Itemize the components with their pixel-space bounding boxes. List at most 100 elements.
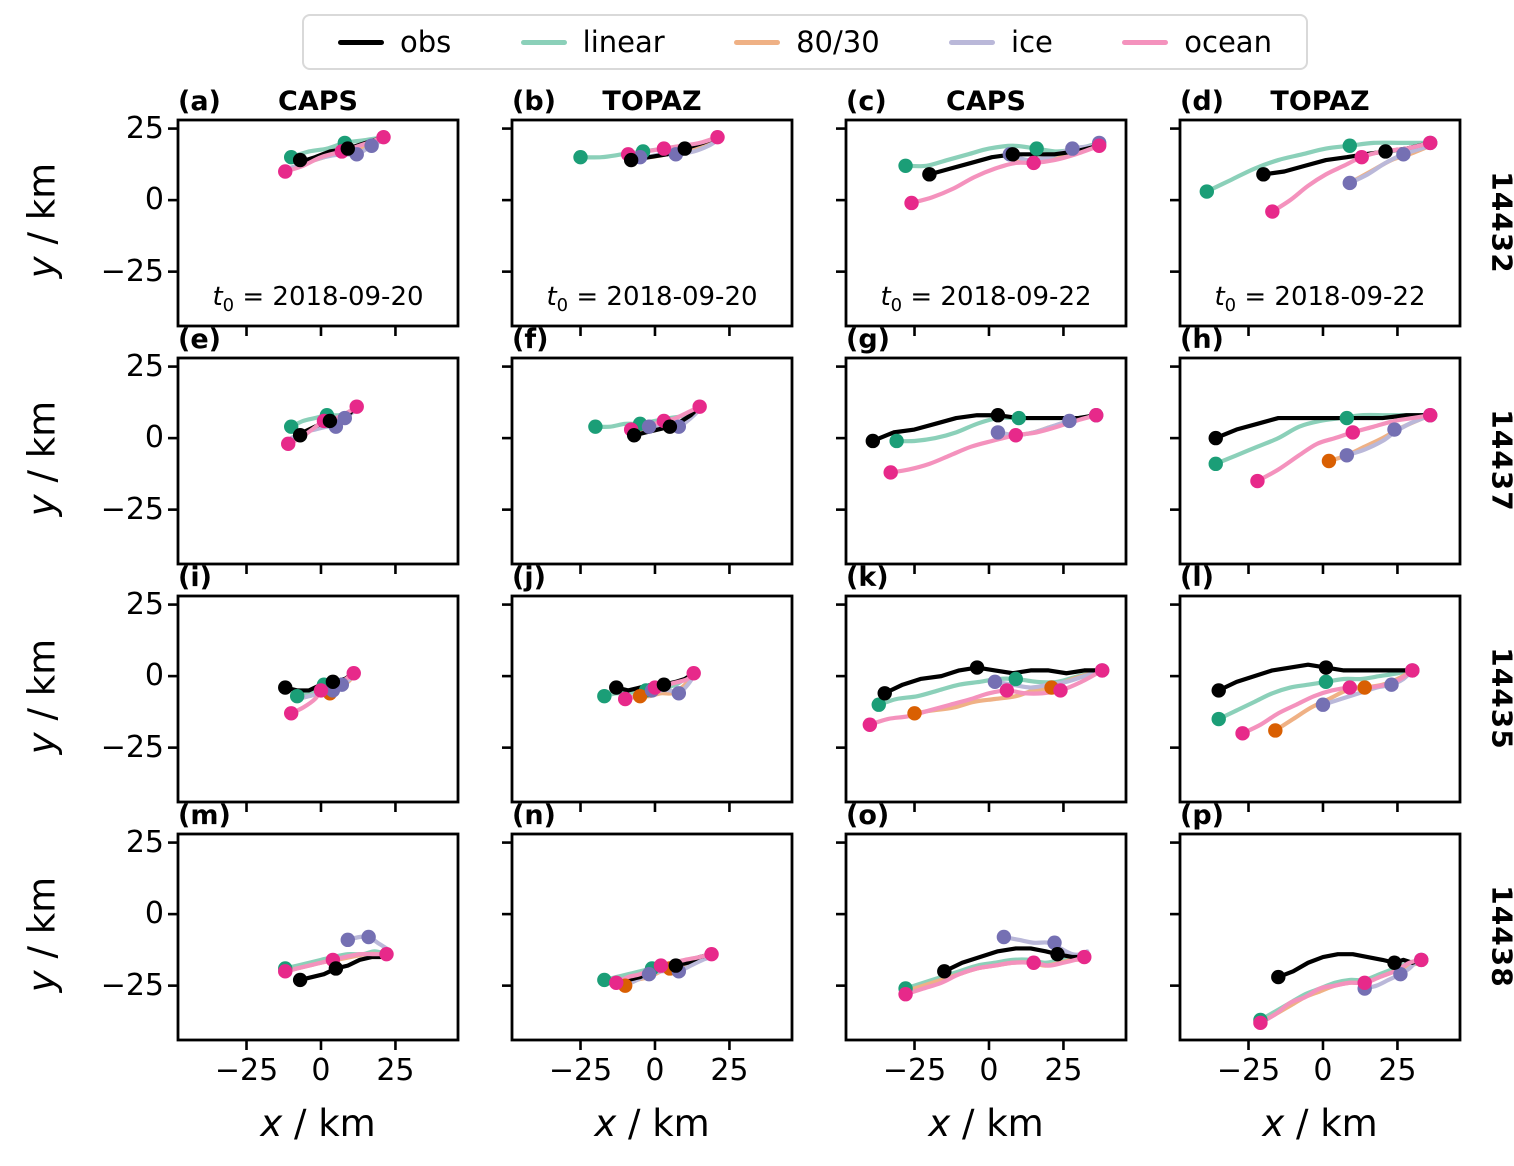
marker-ocean (1089, 408, 1104, 423)
marker-ice (641, 966, 657, 982)
marker-ocean (1405, 663, 1420, 678)
x-axis-label: x / km (846, 1102, 1126, 1145)
trajectory-linear (289, 135, 386, 160)
marker-ocean (1008, 428, 1023, 443)
marker-ocean (653, 958, 669, 973)
marker-ice (1062, 413, 1077, 429)
marker-ocean (898, 987, 913, 1002)
marker-linear (597, 688, 612, 704)
panel-tag: (n) (512, 800, 556, 831)
panel-header: (i) (178, 563, 458, 593)
trajectory-obs (1276, 952, 1424, 980)
t0-date: = 2018-09-22 (1236, 281, 1426, 312)
y-axis-label: y / km (21, 161, 64, 281)
trajectory-ice (1344, 413, 1433, 458)
marker-ocean (278, 964, 293, 979)
marker-linear (1342, 138, 1357, 153)
marker-obs (609, 680, 624, 695)
subplot-p: (p) (1170, 801, 1462, 1050)
legend-line-swatch (734, 39, 781, 45)
subplot-c: (c) CAPS t0 = 2018-09-22 (836, 87, 1128, 336)
marker-obs (990, 408, 1006, 423)
axes-spines (1178, 118, 1462, 328)
marker-ocean (379, 946, 394, 962)
panel-tag: (e) (178, 324, 221, 355)
legend-label: ocean (1184, 24, 1272, 59)
column-title: TOPAZ (1270, 86, 1370, 117)
marker-ocean (710, 129, 725, 145)
marker-obs (623, 152, 639, 168)
y-var: y (20, 494, 64, 517)
t0-sub: 0 (556, 295, 569, 316)
marker-ice (1339, 448, 1355, 463)
marker-linear (289, 688, 305, 704)
marker-linear (898, 158, 913, 173)
axes-spines (510, 594, 794, 804)
y-var: y (20, 256, 64, 279)
marker-ocean (1342, 680, 1357, 695)
marker-80-30 (1268, 723, 1283, 738)
x-tick-label: 25 (1044, 1053, 1083, 1088)
panel-tag: (m) (178, 800, 231, 831)
y-tick-label: 0 (144, 658, 164, 694)
marker-linear (1199, 184, 1215, 199)
marker-ocean (1091, 138, 1107, 153)
y-tick-label: 25 (125, 110, 164, 146)
marker-ocean (1345, 425, 1360, 440)
marker-ice (1315, 697, 1331, 712)
x-tick-label: 25 (1378, 1053, 1417, 1088)
trajectory-ocean (1255, 413, 1433, 484)
marker-linear (1008, 671, 1023, 687)
marker-ice (1047, 935, 1062, 950)
x-tick-label: 0 (1313, 1053, 1333, 1088)
y-tick-label: 0 (144, 182, 164, 218)
marker-obs (1271, 969, 1286, 985)
marker-obs (278, 680, 293, 695)
axes-spines (844, 118, 1128, 328)
marker-obs (865, 433, 881, 449)
x-tick-label: −25 (548, 1053, 613, 1088)
subplot-j: (j) (502, 563, 794, 812)
marker-80-30 (632, 688, 648, 704)
subplot-g: (g) (836, 325, 1128, 574)
trajectory-obs (1213, 413, 1433, 441)
t0-sub: 0 (890, 295, 903, 316)
marker-ocean (1423, 135, 1438, 151)
column-title: TOPAZ (602, 86, 702, 117)
t0-var: t (880, 281, 891, 312)
marker-ocean (1265, 204, 1280, 219)
panel-tag: (j) (512, 562, 546, 593)
subplot-a: (a) CAPS t0 = 2018-09-20 (168, 87, 460, 336)
y-tick-label: −25 (100, 729, 164, 765)
marker-linear (1029, 141, 1044, 156)
t0-annotation: t0 = 2018-09-20 (178, 282, 458, 316)
marker-ice (1065, 141, 1080, 156)
x-unit: / km (282, 1102, 376, 1145)
panel-tag: (d) (1180, 86, 1225, 117)
x-axis-label: x / km (512, 1102, 792, 1145)
legend-label: ice (1011, 24, 1053, 59)
axes-spines (510, 356, 794, 566)
marker-obs (1211, 683, 1226, 698)
column-title: CAPS (946, 86, 1026, 117)
legend-line-swatch (1122, 39, 1169, 45)
y-tick-label: −25 (100, 253, 164, 289)
marker-obs (1378, 144, 1393, 159)
marker-80-30 (1321, 453, 1337, 469)
panel-tag: (h) (1180, 324, 1224, 355)
marker-obs (662, 419, 678, 434)
y-axis-label: y / km (21, 637, 64, 757)
plot-area (836, 356, 1128, 574)
panel-header: (h) (1180, 325, 1460, 355)
plot-area (836, 118, 1128, 336)
axes-spines (844, 594, 1128, 804)
subplot-f: (f) (502, 325, 794, 574)
axes-spines (1178, 594, 1462, 804)
column-title: CAPS (278, 86, 358, 117)
marker-obs (292, 152, 308, 168)
marker-linear (889, 433, 904, 449)
panel-tag: (b) (512, 86, 557, 117)
marker-ocean (1253, 1015, 1268, 1031)
plot-area (168, 118, 460, 336)
panel-header: (j) (512, 563, 792, 593)
